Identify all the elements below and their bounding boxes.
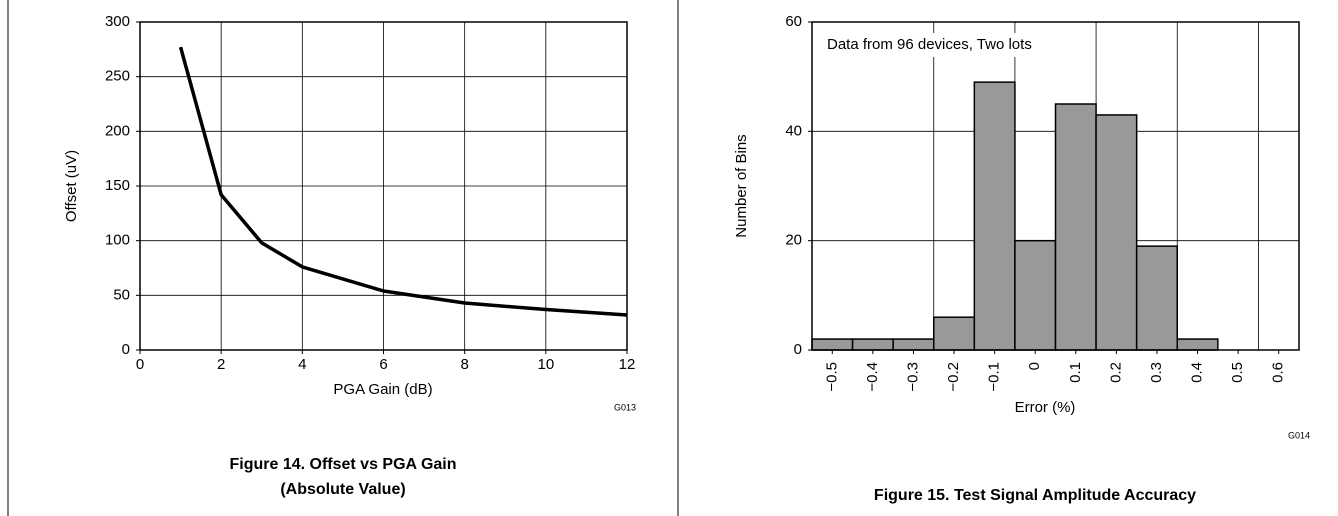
x-axis-label: Error (%) <box>1015 399 1076 416</box>
histogram-bar <box>811 338 854 351</box>
x-tick-label: 12 <box>619 356 636 373</box>
histogram-bar <box>851 338 894 351</box>
x-tick-label: 0.3 <box>1148 362 1165 383</box>
x-tick-label: −0.4 <box>864 362 881 392</box>
x-tick-label: 0 <box>136 356 144 373</box>
y-tick-label: 20 <box>785 232 802 249</box>
x-tick-label: 0.4 <box>1189 362 1206 383</box>
x-tick-label: −0.5 <box>823 362 840 392</box>
histogram-bar <box>1014 239 1057 351</box>
x-tick-label: 0.1 <box>1067 362 1084 383</box>
x-tick-label: 10 <box>537 356 554 373</box>
y-tick-label: 250 <box>105 68 130 85</box>
y-tick-label: 0 <box>794 341 802 358</box>
histogram-bar <box>1054 103 1097 351</box>
x-axis-label: PGA Gain (dB) <box>333 381 432 398</box>
y-tick-label: 100 <box>105 232 130 249</box>
x-tick-label: 0.2 <box>1107 362 1124 383</box>
histogram-bar <box>1135 245 1178 351</box>
data-line <box>178 46 628 317</box>
y-tick-label: 150 <box>105 177 130 194</box>
x-tick-label: −0.1 <box>986 362 1003 392</box>
figure-code: G013 <box>614 402 636 412</box>
histogram-bar <box>933 316 976 351</box>
x-tick-label: 2 <box>217 356 225 373</box>
x-tick-label: 0 <box>1026 362 1043 370</box>
plot-frame <box>139 21 628 351</box>
x-tick-label: −0.3 <box>904 362 921 392</box>
y-axis-label: Number of Bins <box>733 134 750 237</box>
y-tick-label: 300 <box>105 13 130 30</box>
chart-title: Figure 14. Offset vs PGA Gain <box>229 456 456 473</box>
histogram-bar <box>1095 114 1138 351</box>
x-tick-label: 8 <box>460 356 468 373</box>
histogram-bar <box>973 81 1016 351</box>
y-tick-label: 0 <box>122 341 130 358</box>
plot-frame <box>811 21 1300 351</box>
annotation-bg <box>821 33 1065 57</box>
y-tick-label: 40 <box>785 122 802 139</box>
annotation: Data from 96 devices, Two lots <box>827 36 1032 53</box>
x-tick-label: 0.5 <box>1229 362 1246 383</box>
x-tick-label: 4 <box>298 356 306 373</box>
y-tick-label: 200 <box>105 122 130 139</box>
y-tick-label: 50 <box>113 286 130 303</box>
x-tick-label: −0.2 <box>945 362 962 392</box>
chart-subtitle: (Absolute Value) <box>280 481 405 498</box>
chart-title: Figure 15. Test Signal Amplitude Accurac… <box>874 487 1196 504</box>
x-tick-label: 6 <box>379 356 387 373</box>
y-axis-label: Offset (uV) <box>63 150 80 222</box>
histogram-bar <box>892 338 935 351</box>
y-tick-label: 60 <box>785 13 802 30</box>
figure-code: G014 <box>1288 430 1310 440</box>
histogram-bar <box>1176 338 1219 351</box>
x-tick-label: 0.6 <box>1270 362 1287 383</box>
